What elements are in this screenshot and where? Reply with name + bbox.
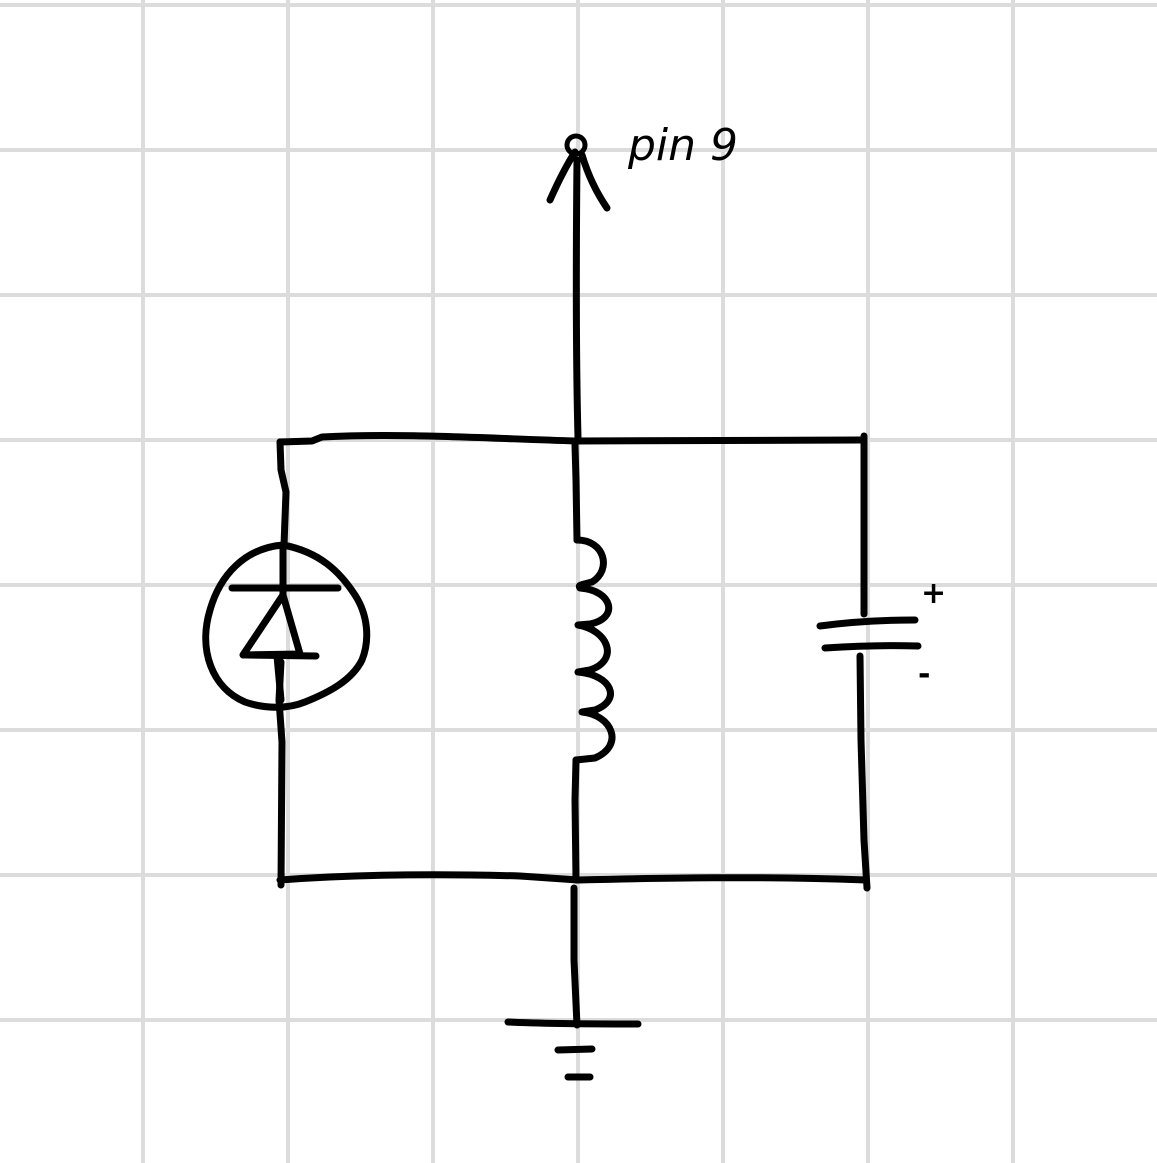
photodiode-symbol-icon	[202, 541, 371, 711]
battery-positive-plate	[816, 616, 919, 630]
battery-negative-plate	[821, 642, 922, 652]
inductor-branch	[570, 441, 616, 1029]
pin-terminal-icon	[564, 133, 588, 157]
pin-label: pin 9	[627, 120, 738, 171]
ground-symbol-icon	[504, 1018, 642, 1081]
top-rail-wire	[276, 432, 864, 446]
output-pin-arrow	[546, 133, 611, 442]
battery-negative-label: -	[918, 657, 930, 692]
battery-branch	[816, 432, 922, 892]
photodiode-branch	[202, 438, 371, 889]
battery-positive-label: +	[921, 576, 946, 611]
inductor-coil-icon	[572, 536, 616, 764]
